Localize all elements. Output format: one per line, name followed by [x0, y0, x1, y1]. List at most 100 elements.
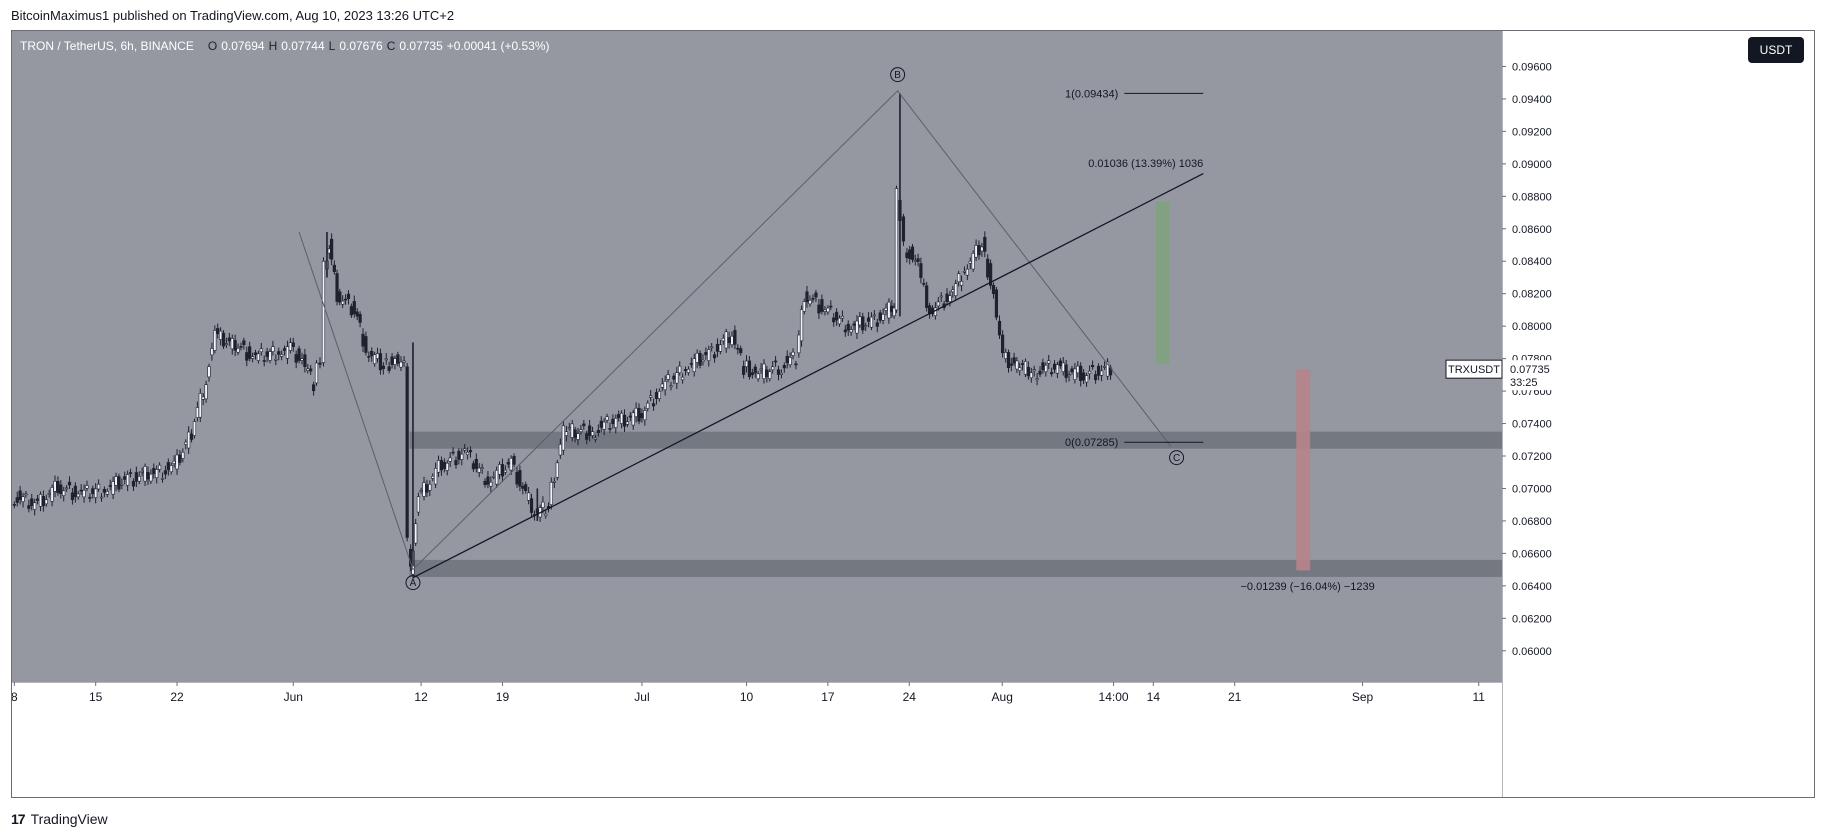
candle-body [460, 453, 464, 460]
candle-body [875, 322, 879, 327]
candle-body [274, 359, 278, 361]
candle-body [1050, 372, 1054, 375]
candle-body [216, 328, 220, 334]
candle-body [242, 340, 246, 345]
candle-body [300, 358, 304, 361]
chart-pane[interactable]: A B C 1(0.09434) 0(0.07285) 0.01036 (13.39%) … [11, 30, 1815, 798]
candle-body [872, 314, 876, 317]
candle-body [651, 403, 656, 407]
candle-body [428, 483, 432, 491]
candle-body [495, 470, 499, 485]
candle-body [1079, 365, 1083, 381]
candle-body [405, 366, 409, 538]
candle-body [431, 475, 435, 479]
candle-body [303, 354, 307, 367]
candle-body [776, 369, 781, 375]
candle-body [799, 309, 804, 342]
candle-body [515, 471, 519, 485]
candle-body [38, 494, 43, 507]
price-chart-svg[interactable]: A B C 1(0.09434) 0(0.07285) 0.01036 (13.39%) … [12, 31, 1814, 797]
tradingview-logo-icon: 17 [11, 811, 26, 827]
candle-body [102, 488, 106, 493]
candle-body [521, 485, 525, 489]
candle-body [126, 474, 130, 486]
candle-body [1090, 365, 1095, 368]
candle-body [1052, 363, 1057, 370]
candle-body [12, 504, 16, 506]
candle-body [945, 293, 949, 302]
candle-body [791, 351, 795, 356]
candle-body [518, 470, 522, 487]
candle-body [1035, 378, 1039, 381]
candle-body [123, 476, 127, 480]
candle-body [666, 374, 670, 380]
candle-body [364, 336, 368, 353]
candle-body [753, 366, 757, 374]
candle-body [905, 252, 909, 258]
candle-body [989, 263, 993, 286]
candle-body [887, 301, 891, 319]
candle-body [21, 496, 25, 502]
candle-body [192, 421, 197, 436]
symbol-tag-box [1445, 359, 1503, 379]
candle-body [846, 323, 850, 331]
candle-body [908, 249, 912, 259]
symbol-title: TRON / TetherUS, 6h, BINANCE [20, 39, 194, 53]
price-tick-label: 0.08000 [1512, 321, 1552, 333]
candle-body [149, 473, 153, 482]
candle-body [297, 348, 301, 361]
candle-body [387, 366, 391, 371]
candle-body [373, 354, 377, 365]
candle-body [285, 346, 290, 359]
candle-body [41, 496, 45, 507]
candle-body [370, 350, 374, 357]
candle-body [1058, 360, 1062, 367]
candle-body [681, 376, 685, 381]
close-value: 0.07735 [399, 39, 443, 53]
price-tick-label: 0.08200 [1512, 289, 1552, 301]
candle-body [140, 471, 144, 473]
candle-body [384, 358, 388, 361]
candle-body [1087, 370, 1092, 375]
candle-body [649, 395, 653, 398]
price-tick-label: 0.06600 [1512, 548, 1552, 560]
candle-body [739, 348, 743, 354]
currency-button[interactable]: USDT [1748, 37, 1804, 63]
candle-body [585, 433, 589, 440]
candle-body [143, 466, 147, 482]
candle-body [30, 498, 34, 506]
candle-body [436, 460, 441, 473]
candle-body [727, 337, 731, 344]
ascending-trendline [412, 173, 1204, 579]
price-tick-label: 0.07400 [1512, 419, 1552, 431]
candle-body [120, 484, 124, 486]
candle-body [864, 325, 868, 327]
candle-body [582, 423, 586, 427]
candle-body [631, 412, 635, 426]
tradingview-footer: 17 TradingView [11, 808, 108, 830]
candle-body [579, 429, 583, 432]
candle-body [782, 365, 786, 369]
candle-body [884, 307, 888, 311]
candle-body [175, 454, 179, 470]
candle-body [954, 283, 958, 296]
candle-body [1012, 357, 1016, 364]
candle-body [1073, 368, 1077, 380]
candle-body [710, 346, 714, 349]
candle-body [468, 450, 473, 453]
candle-body [669, 385, 673, 388]
candle-body [878, 312, 882, 321]
candle-body [50, 487, 54, 502]
candle-body [567, 427, 571, 430]
candle-body [62, 490, 66, 496]
candle-body [625, 421, 630, 425]
price-tick-label: 0.09600 [1512, 61, 1552, 73]
candle-body [1023, 361, 1028, 375]
candle-body [1105, 361, 1110, 377]
candle-body [27, 505, 31, 509]
candle-body [352, 301, 356, 315]
candle-body [663, 381, 667, 391]
candle-body [439, 460, 444, 471]
candle-body [794, 363, 798, 366]
candle-body [76, 493, 80, 498]
